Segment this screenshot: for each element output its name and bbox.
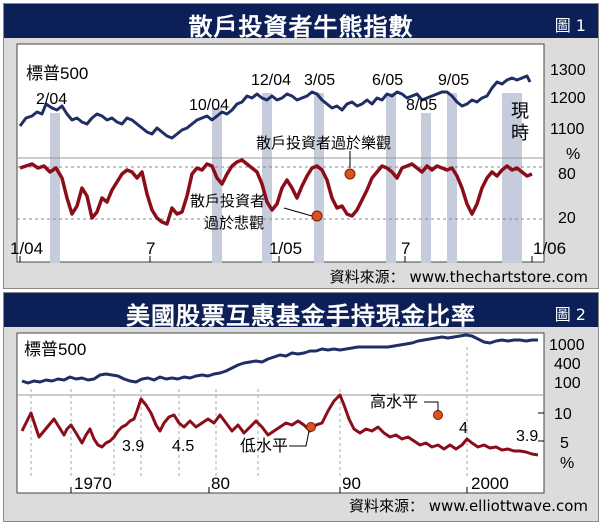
chart2-y-tick-marks	[538, 412, 544, 442]
value-label-3-9-left: 3.9	[122, 438, 144, 455]
value-label-4: 4	[459, 420, 468, 437]
sp500-line-2004-2006	[18, 74, 532, 140]
sp500-label-2: 標普500	[24, 340, 86, 359]
low-level-note: 低水平	[240, 437, 288, 455]
y2-tick-10: 10	[554, 406, 572, 423]
value-label-4-5: 4.5	[172, 438, 194, 455]
now-label-1: 現	[511, 101, 529, 121]
low-level-marker	[306, 422, 316, 432]
y2-tick-100: 100	[554, 375, 581, 392]
x-tick-7b: 7	[401, 239, 410, 258]
chart1-header: 散戶投資者牛熊指數 圖 1	[4, 4, 598, 41]
x2-tick-2000: 2000	[471, 474, 509, 493]
chart1-svg: 標普500 2/04 10/04 12/04 3/05 6/05 8/05 9/…	[10, 43, 586, 263]
high-level-note: 高水平	[370, 393, 418, 411]
peak-band-3-05	[314, 93, 324, 263]
chart2-header: 美國股票互惠基金手持現金比率 圖 2	[4, 293, 598, 330]
low-level-leader	[289, 430, 310, 447]
peak-label-12-04: 12/04	[251, 72, 291, 89]
chart2-panel: 美國股票互惠基金手持現金比率 圖 2 標普500 3.9 4.5 4 3.9 低…	[3, 292, 599, 522]
bull-bear-index-line	[19, 158, 533, 226]
high-level-leader	[424, 401, 439, 411]
x-tick-1-05: 1/05	[269, 239, 302, 258]
chart2-source: 資料來源： www.elliottwave.com	[348, 497, 588, 515]
peak-band-8-05	[421, 113, 431, 263]
chart2-plot-area	[16, 332, 545, 494]
x2-tick-80: 80	[211, 474, 230, 493]
y-tick-1300: 1300	[550, 62, 586, 79]
peak-band-9-05	[447, 93, 457, 263]
x2-tick-90: 90	[342, 474, 361, 493]
chart1-figure-label: 圖 1	[554, 16, 586, 35]
chart1-source: 資料來源： www.thechartstore.com	[329, 268, 588, 286]
bearish-note-1: 散戶投資者	[190, 193, 265, 210]
now-label-2: 時	[511, 123, 529, 143]
y2-tick-5: 5	[560, 435, 569, 452]
peak-label-10-04: 10/04	[189, 97, 229, 114]
y-tick-1100: 1100	[550, 121, 585, 138]
bullish-note: 散戶投資者過於樂觀	[256, 135, 391, 152]
peak-label-3-05: 3/05	[304, 72, 335, 89]
x-tick-1-04: 1/04	[10, 239, 43, 258]
y-tick-20: 20	[558, 210, 576, 227]
value-label-3-9-right: 3.9	[516, 428, 538, 445]
y-tick-1200: 1200	[550, 90, 586, 107]
x-tick-7a: 7	[146, 239, 155, 258]
peak-label-9-05: 9/05	[438, 72, 469, 89]
chart1-x-ticks	[19, 256, 533, 262]
chart1-title: 散戶投資者牛熊指數	[188, 13, 414, 41]
peak-label-8-05: 8/05	[406, 97, 437, 114]
peak-band-12-04	[262, 93, 272, 263]
bullish-marker	[344, 168, 356, 180]
peak-band-now	[502, 93, 522, 263]
chart1-panel: 散戶投資者牛熊指數 圖 1 標普500 2/04 10/04 12/04 3/0…	[3, 3, 599, 289]
y2-tick-1000: 1000	[549, 337, 585, 354]
peak-label-2-04: 2/04	[36, 91, 67, 108]
y2-tick-400: 400	[554, 356, 581, 373]
peak-band-2-04	[50, 113, 60, 263]
peak-band-10-04	[212, 108, 222, 263]
high-level-marker	[433, 410, 443, 420]
bearish-note-2: 過於悲觀	[204, 215, 264, 232]
sp500-long-term-line	[21, 333, 538, 385]
chart2-title: 美國股票互惠基金手持現金比率	[126, 302, 476, 330]
peak-label-6-05: 6/05	[372, 72, 403, 89]
x2-tick-1970: 1970	[74, 474, 112, 493]
chart1-bands	[50, 93, 522, 263]
y-unit-percent: %	[566, 146, 580, 163]
sp500-label: 標普500	[26, 64, 88, 83]
x-tick-1-06: 1/06	[533, 239, 566, 258]
bearish-marker-leader	[283, 207, 313, 217]
y-tick-80: 80	[558, 166, 576, 183]
chart2-x-ticks	[70, 487, 468, 493]
chart2-figure-label: 圖 2	[554, 305, 586, 324]
cash-ratio-line	[20, 393, 539, 457]
peak-band-6-05	[386, 93, 396, 263]
chart2-svg: 標普500 3.9 4.5 4 3.9 低水平 高水平 1000 400 100…	[16, 332, 585, 494]
y2-unit-percent: %	[560, 455, 574, 472]
bearish-marker	[311, 210, 323, 222]
